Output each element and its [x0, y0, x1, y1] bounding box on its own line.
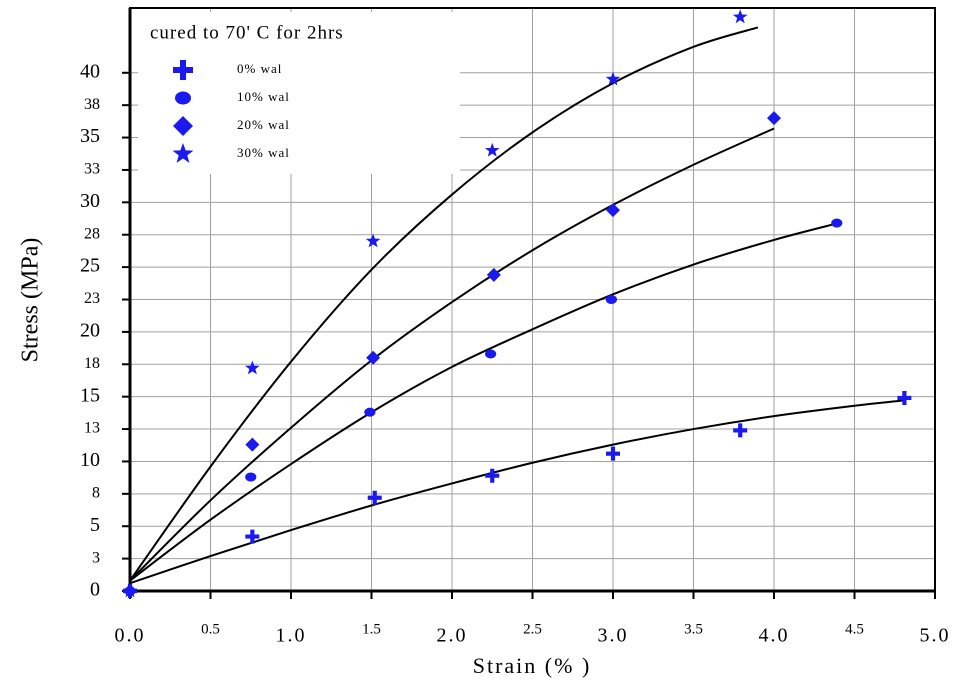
point: [245, 360, 260, 375]
legend-marker: [172, 143, 194, 163]
y-tick-label: 10: [80, 449, 100, 471]
legend-label: 0% wal: [237, 61, 282, 76]
point: [484, 142, 500, 157]
legend-title: cured to 70' C for 2hrs: [150, 22, 344, 43]
x-axis-label: Strain (% ): [473, 653, 592, 678]
x-tick-label: 1.0: [276, 625, 307, 647]
y-tick-label: 33: [84, 161, 100, 178]
legend-box: [138, 12, 460, 174]
y-tick-label: 25: [80, 255, 100, 277]
point: [485, 349, 497, 359]
point: [767, 111, 781, 126]
x-tick-label: 2.0: [437, 625, 468, 647]
y-tick-label: 20: [80, 319, 100, 341]
y-tick-label: 30: [80, 190, 100, 212]
point: [485, 468, 500, 483]
point: [367, 490, 382, 505]
x-tick-label: 0.0: [115, 625, 146, 647]
y-tick-label: 23: [84, 290, 100, 307]
point: [364, 407, 376, 417]
point: [732, 9, 748, 24]
point: [897, 390, 912, 405]
y-tick-label: 15: [80, 384, 100, 406]
point: [122, 583, 138, 598]
fit-curve: [129, 399, 903, 585]
y-tick-label: 38: [84, 96, 100, 113]
x-tick-label: 4.0: [759, 625, 790, 647]
fit-curve: [129, 127, 775, 582]
y-tick-label: 0: [90, 579, 100, 601]
legend-label: 10% wal: [237, 89, 290, 104]
point: [606, 203, 620, 218]
legend-marker: [173, 116, 193, 136]
x-tick-label: 5.0: [920, 625, 951, 647]
y-tick-label: 18: [84, 355, 100, 372]
y-tick-label: 5: [90, 514, 100, 536]
y-tick-label: 3: [92, 549, 100, 566]
fit-curve: [129, 26, 759, 582]
y-tick-label: 40: [80, 60, 100, 82]
y-tick-label: 28: [84, 225, 100, 242]
y-tick-label: 13: [84, 420, 100, 437]
point: [245, 472, 257, 482]
y-tick-label: 35: [80, 125, 100, 147]
point: [245, 437, 260, 452]
x-tick-label: 2.5: [523, 621, 542, 637]
y-axis-label: Stress (MPa): [18, 238, 44, 363]
point: [486, 267, 501, 282]
point: [365, 233, 381, 248]
legend-label: 30% wal: [237, 145, 290, 160]
x-tick-label: 3.5: [684, 621, 703, 637]
point: [605, 294, 617, 305]
point: [733, 423, 748, 438]
legend-marker: [175, 91, 191, 105]
point: [606, 446, 621, 461]
legend-label: 20% wal: [237, 117, 290, 132]
y-tick-label: 8: [92, 485, 100, 502]
point: [831, 218, 843, 228]
x-tick-label: 3.0: [598, 625, 629, 647]
point: [605, 71, 621, 86]
fit-curve: [129, 222, 839, 582]
x-tick-label: 4.5: [845, 621, 864, 637]
point: [366, 350, 381, 365]
legend: cured to 70' C for 2hrs 0% wal 10% wal 20% …: [138, 12, 460, 174]
x-tick-label: 1.5: [362, 621, 381, 637]
x-tick-label: 0.5: [201, 621, 220, 637]
point: [245, 529, 260, 544]
legend-marker: [173, 60, 193, 80]
